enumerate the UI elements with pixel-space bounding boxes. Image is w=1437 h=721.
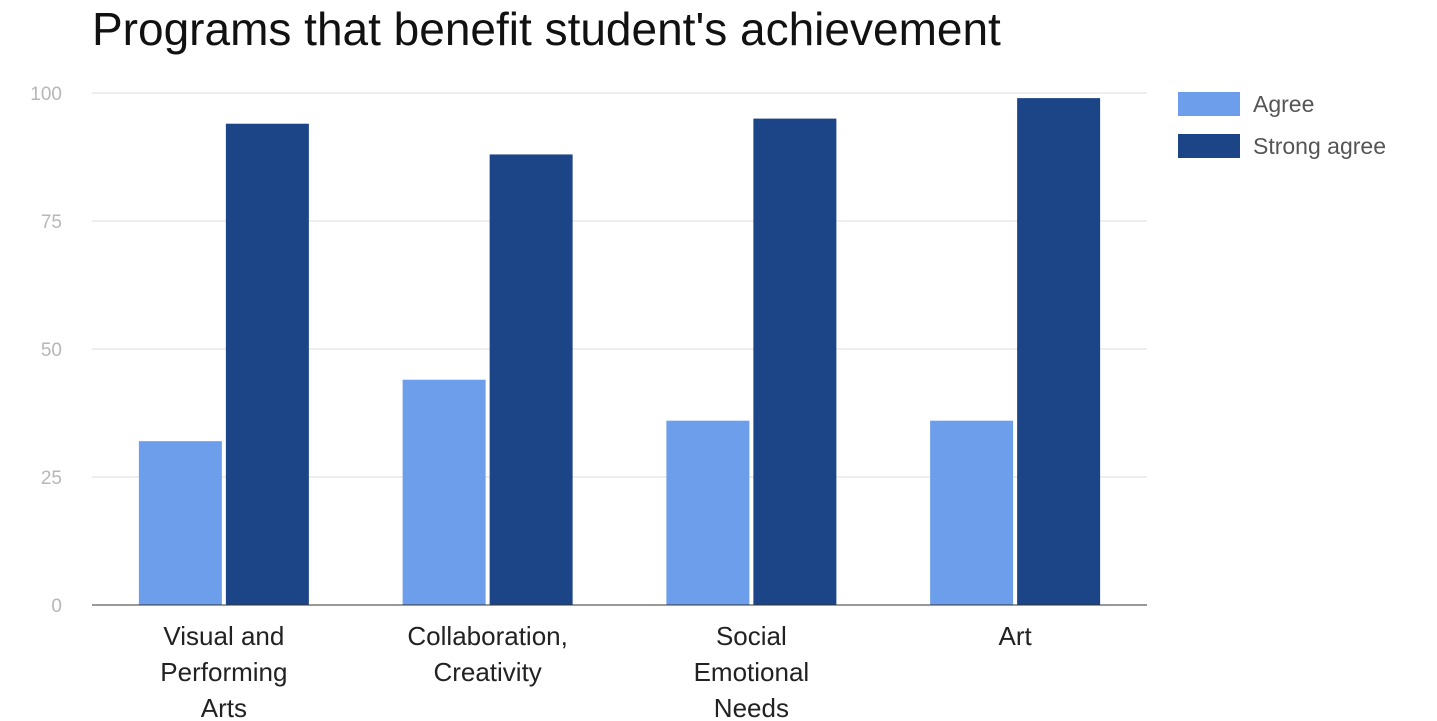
legend-label: Strong agree	[1253, 133, 1386, 159]
x-category-label: Creativity	[433, 657, 541, 687]
legend-label: Agree	[1253, 91, 1314, 117]
x-category-label: Needs	[714, 693, 789, 721]
bars	[138, 98, 1101, 606]
legend-swatch	[1178, 92, 1240, 116]
y-tick-label: 25	[41, 468, 62, 489]
x-category-label: Performing	[160, 657, 287, 687]
y-tick-label: 75	[41, 212, 62, 233]
x-category-label: Social	[716, 621, 787, 651]
bar-agree	[138, 441, 222, 605]
chart-title: Programs that benefit student's achievem…	[92, 3, 1001, 55]
legend-swatch	[1178, 134, 1240, 158]
x-axis-categories: Visual and Performing Arts Collaboration, Cr…	[160, 621, 1032, 721]
y-tick-label: 50	[41, 340, 62, 361]
legend: Agree Strong agree	[1178, 91, 1386, 159]
bar-strong-agree	[753, 118, 837, 605]
x-category-label: Collaboration,	[407, 621, 567, 651]
x-category-label: Visual and	[163, 621, 284, 651]
bar-agree	[930, 420, 1014, 605]
x-category-label: Arts	[201, 693, 247, 721]
bar-strong-agree	[489, 154, 573, 605]
bar-agree	[402, 379, 486, 605]
y-axis-ticks: 0 25 50 75 100	[30, 84, 62, 617]
x-category-label: Emotional	[694, 657, 810, 687]
x-category-label: Art	[999, 621, 1033, 651]
bar-strong-agree	[1017, 98, 1101, 606]
bar-agree	[666, 420, 750, 605]
bar-strong-agree	[225, 123, 309, 605]
y-tick-label: 0	[51, 596, 62, 617]
y-tick-label: 100	[30, 84, 62, 105]
